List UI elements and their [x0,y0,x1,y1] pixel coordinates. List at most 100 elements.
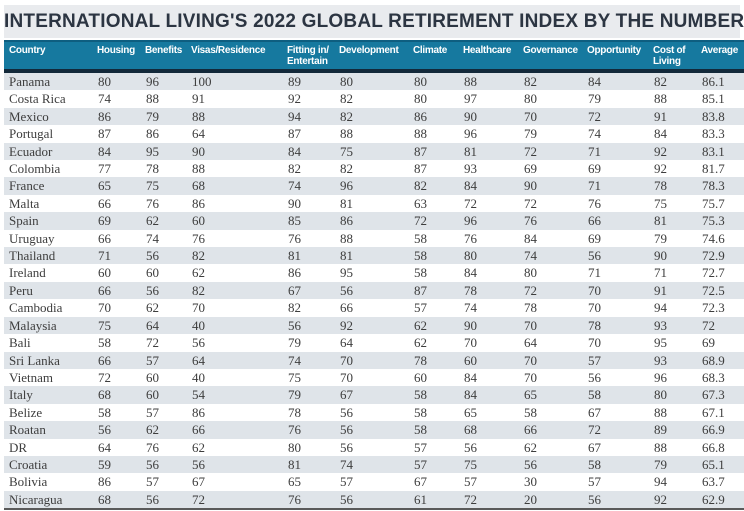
table-cell: 96 [654,369,667,385]
table-cell: 72 [146,335,159,351]
table-cell: 56 [192,335,205,351]
table-cell: 70 [588,300,601,316]
table-cell: 69 [588,161,601,177]
table-cell: 75.7 [702,195,725,211]
table-cell: 88 [340,230,353,246]
table-cell: 70 [340,369,353,385]
table-cell: 80 [654,387,667,403]
table-row: Peru 66 56 82 67 56 87 78 72 70 91 72.5 [4,281,744,300]
table-cell: 83.1 [702,143,725,159]
table-cell: 67 [288,282,301,298]
table-cell: 93 [654,317,667,333]
table-cell: 58 [98,404,111,420]
table-cell: 76 [146,439,159,455]
table-cell: 63.7 [702,474,725,490]
table-cell: 75 [288,369,301,385]
table-cell: 62 [414,317,427,333]
table-cell: 69 [98,213,111,229]
table-cell: 66 [524,422,537,438]
table-cell: 90 [524,178,537,194]
table-cell: 60 [98,265,111,281]
table-row: Bolivia 86 57 67 65 57 67 57 30 57 94 63.7 [4,473,744,491]
table-cell: 86.1 [702,74,725,89]
table-cell: 90 [192,143,205,159]
table-cell: 96 [464,126,477,142]
table-cell: 56 [588,248,601,264]
table-cell: 77 [98,161,111,177]
country-name: France [9,178,45,194]
table-cell: 56 [146,456,159,472]
column-header-housing: Housing [92,40,140,73]
table-cell: 87 [98,126,111,142]
table-cell: 56 [340,404,353,420]
table-row: Vietnam 72 60 40 75 70 60 84 70 56 96 68.3 [4,368,744,387]
table-cell: 76 [524,213,537,229]
table-cell: 60 [146,387,159,403]
country-name: Portugal [9,126,54,142]
table-header: Country Housing Benefits Visas/Residence Fit… [4,40,744,73]
table-cell: 92 [654,161,667,177]
column-header-governance: Governance [518,40,582,73]
table-cell: 95 [146,143,159,159]
table-cell: 60 [146,265,159,281]
table-cell: 67 [588,439,601,455]
table-cell: 81 [464,143,477,159]
table-cell: 66.8 [702,439,725,455]
country-name: Italy [9,387,33,403]
country-name: Peru [9,282,33,298]
table-cell: 74 [588,126,601,142]
table-cell: 76 [146,195,159,211]
table-cell: 83.3 [702,126,725,142]
table-cell: 78 [588,317,601,333]
table-cell: 60 [146,369,159,385]
column-header-development: Development [334,40,408,73]
table-cell: 64 [192,126,205,142]
table-cell: 71 [588,143,601,159]
table-cell: 56 [340,439,353,455]
table-cell: 70 [524,369,537,385]
table-cell: 81 [340,195,353,211]
table-row: Panama 80 96 100 89 80 80 88 82 84 82 86.1 [4,71,744,91]
table-cell: 86 [288,265,301,281]
table-cell: 58 [414,387,427,403]
table-cell: 78 [288,404,301,420]
table-cell: 90 [288,195,301,211]
table-row: Ireland 60 60 62 86 95 58 84 80 71 71 72.7 [4,264,744,282]
table-cell: 87 [414,161,427,177]
table-cell: 70 [588,335,601,351]
table-row: Nicaragua 68 56 72 76 56 61 72 20 56 92 62.9 [4,490,744,511]
table-cell: 67 [192,474,205,490]
table-cell: 74 [146,230,159,246]
table-row: Roatan 56 62 66 76 56 58 68 66 72 89 66.9 [4,421,744,439]
table-cell: 75.3 [702,213,725,229]
table-cell: 93 [654,352,667,368]
table-cell: 72 [588,422,601,438]
table-row: Malaysia 75 64 40 56 92 62 90 70 78 93 72 [4,316,744,335]
table-cell: 56 [582,490,648,511]
country-name: Spain [9,213,39,229]
country-name: Croatia [9,456,48,472]
table-cell: 57 [146,474,159,490]
table-cell: 75 [340,143,353,159]
table-cell: 62 [524,439,537,455]
table-cell: 57 [146,404,159,420]
table-cell: 66 [98,282,111,298]
table-cell: 84 [98,143,111,159]
table-cell: 86 [192,195,205,211]
table-cell: 95 [340,265,353,281]
table-cell: 60 [192,213,205,229]
table-cell: 78 [414,352,427,368]
table-cell: 79 [654,230,667,246]
table-cell: 78 [524,300,537,316]
table-cell: 75 [654,195,667,211]
table-cell: 72.5 [702,282,725,298]
table-cell: 72.7 [702,265,725,281]
table-cell: 65 [98,178,111,194]
table-cell: 66 [98,230,111,246]
column-header-opportunity: Opportunity [582,40,648,73]
table-cell: 86 [98,474,111,490]
table-cell: 68 [464,422,477,438]
table-cell: 68 [98,387,111,403]
table-cell: 62 [146,300,159,316]
